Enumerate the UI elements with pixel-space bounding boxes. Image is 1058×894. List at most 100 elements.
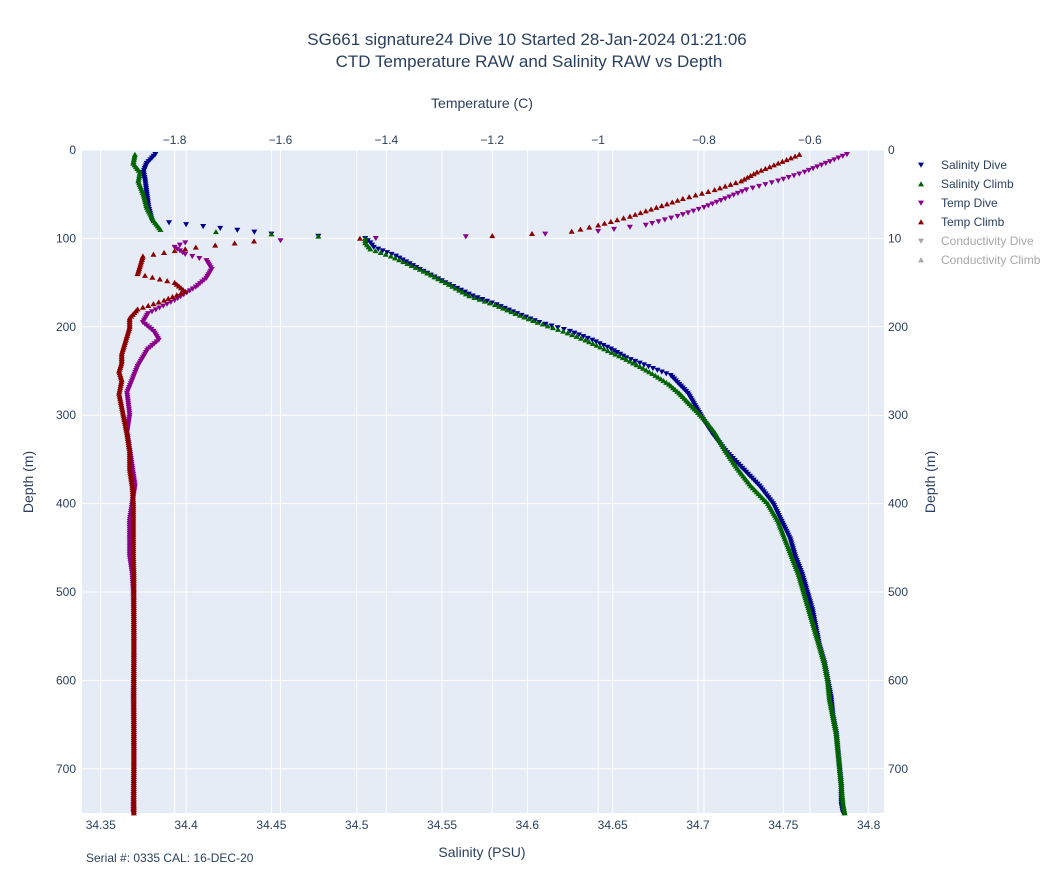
data-point xyxy=(564,330,571,336)
x2-axis-ticks: −1.8 −1.6 −1.4 −1.2 −1 −0.8 −0.6 xyxy=(163,133,822,147)
data-point xyxy=(584,335,591,341)
data-point xyxy=(831,720,838,727)
data-point xyxy=(412,264,419,270)
legend-marker xyxy=(918,257,924,263)
data-point xyxy=(367,246,374,252)
legend-item-conductivity-climb[interactable]: Conductivity Climb xyxy=(918,253,1041,267)
legend-label: Conductivity Climb xyxy=(941,253,1041,267)
y-tick-label: 300 xyxy=(56,408,76,422)
data-point xyxy=(521,314,528,320)
data-point xyxy=(555,326,562,332)
data-point xyxy=(148,309,155,315)
data-point xyxy=(722,183,729,189)
x-tick-label: 34.65 xyxy=(598,818,628,832)
legend-item-salinity-dive[interactable]: Salinity Dive xyxy=(918,158,1007,172)
data-point xyxy=(528,230,535,236)
data-point xyxy=(835,155,842,161)
data-point xyxy=(375,246,382,252)
data-point xyxy=(636,360,643,366)
grid xyxy=(82,149,884,813)
data-point xyxy=(392,253,399,259)
data-point xyxy=(775,160,782,166)
data-point xyxy=(277,238,284,244)
data-point xyxy=(156,305,163,311)
data-point xyxy=(607,218,614,225)
data-point xyxy=(462,291,469,297)
data-point xyxy=(384,250,391,256)
data-point xyxy=(548,323,555,329)
data-point xyxy=(604,347,611,354)
data-point xyxy=(832,724,839,730)
data-point xyxy=(571,330,578,336)
y2-tick-label: 200 xyxy=(888,320,908,334)
data-point xyxy=(830,716,837,723)
data-point xyxy=(709,201,716,207)
data-point xyxy=(821,660,828,666)
data-point xyxy=(716,185,723,191)
legend-marker xyxy=(918,238,924,244)
legend-item-salinity-climb[interactable]: Salinity Climb xyxy=(918,177,1014,191)
data-point xyxy=(626,224,633,230)
data-point xyxy=(542,231,549,237)
y-tick-label: 100 xyxy=(56,231,76,245)
y2-axis-ticks: 0 10 200 300 400 500 600 700 xyxy=(888,143,908,776)
data-point xyxy=(642,208,649,214)
data-point xyxy=(649,365,656,372)
data-point xyxy=(822,665,829,672)
x2-tick-label: −1.4 xyxy=(375,133,399,147)
data-point xyxy=(452,285,459,291)
data-point xyxy=(560,328,567,334)
data-point xyxy=(516,312,523,318)
data-point xyxy=(171,248,178,254)
data-point xyxy=(726,194,733,200)
data-point xyxy=(481,298,488,304)
data-point xyxy=(741,176,748,182)
data-point xyxy=(508,309,515,315)
data-point xyxy=(167,299,174,305)
data-point xyxy=(818,162,825,168)
data-point xyxy=(569,332,576,338)
data-point xyxy=(164,278,171,284)
data-point xyxy=(791,173,798,179)
data-point xyxy=(427,272,434,278)
data-point xyxy=(597,344,604,350)
data-point xyxy=(489,233,496,239)
data-point xyxy=(212,229,219,235)
data-point xyxy=(152,307,159,313)
data-point xyxy=(607,346,614,352)
data-point xyxy=(189,253,196,260)
data-point xyxy=(504,307,511,313)
data-point xyxy=(824,675,831,681)
x2-tick-label: −0.6 xyxy=(798,133,822,147)
y2-tick-label: 300 xyxy=(888,408,908,422)
legend-label: Salinity Climb xyxy=(941,177,1014,191)
data-point xyxy=(762,182,769,188)
data-point xyxy=(589,340,596,346)
data-point xyxy=(370,244,377,250)
data-point xyxy=(690,208,697,214)
data-point xyxy=(652,372,659,378)
data-point xyxy=(424,270,431,276)
data-point xyxy=(832,726,839,732)
data-point xyxy=(182,288,189,294)
legend-item-temp-dive[interactable]: Temp Dive xyxy=(918,196,998,210)
legend-item-conductivity-dive[interactable]: Conductivity Dive xyxy=(918,234,1034,248)
data-point xyxy=(762,165,769,171)
y-tick-label: 400 xyxy=(56,497,76,511)
data-point xyxy=(828,707,835,713)
data-point xyxy=(641,362,648,368)
y-tick-label: 0 xyxy=(69,143,76,157)
data-point xyxy=(841,810,848,816)
legend: Salinity Dive Salinity Climb Temp Dive Temp… xyxy=(918,158,1041,267)
data-point xyxy=(539,321,546,327)
legend-item-temp-climb[interactable]: Temp Climb xyxy=(918,215,1005,229)
data-point xyxy=(611,226,618,232)
data-point xyxy=(438,278,445,284)
data-point xyxy=(165,295,172,301)
series-temp-climb xyxy=(116,151,803,816)
x-tick-label: 34.75 xyxy=(768,818,798,832)
data-point xyxy=(829,709,836,715)
data-point xyxy=(614,217,621,223)
data-point xyxy=(796,151,803,157)
data-point xyxy=(827,701,834,707)
